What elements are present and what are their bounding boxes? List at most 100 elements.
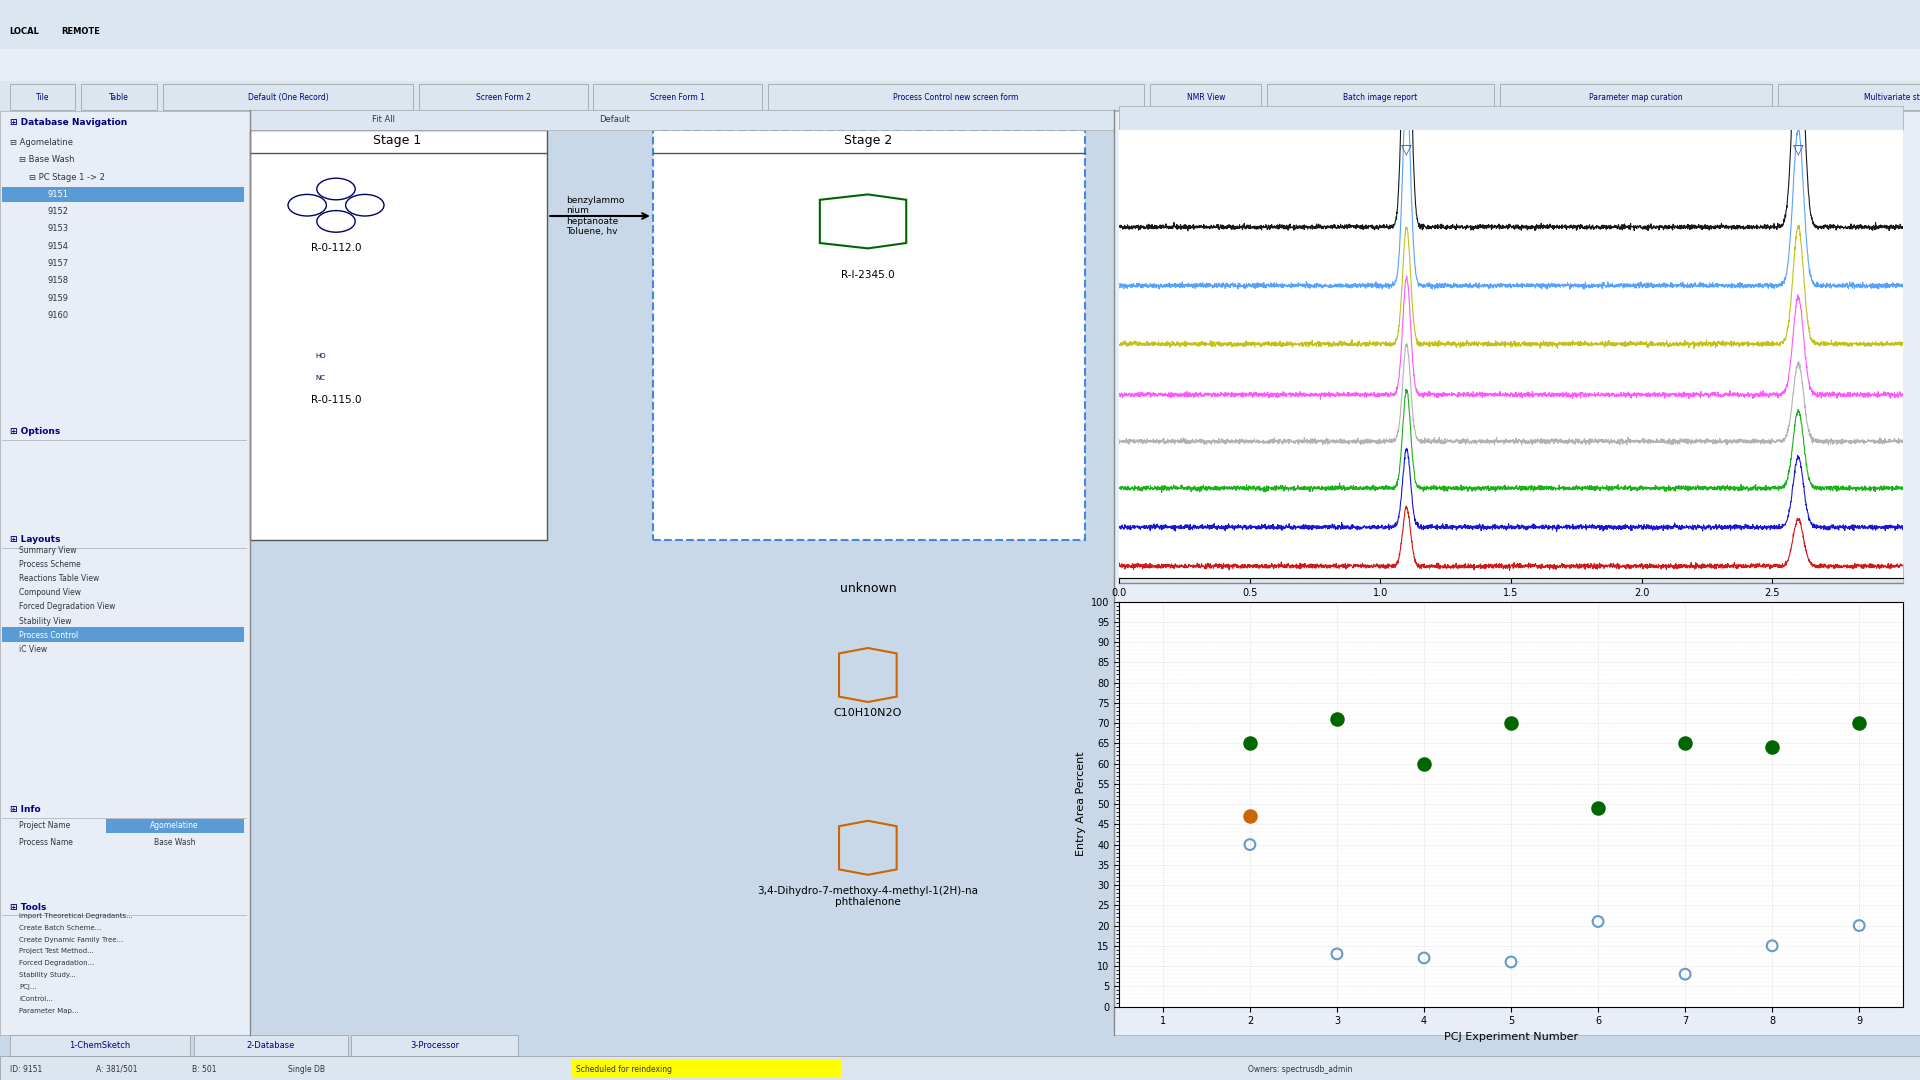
FancyBboxPatch shape	[1500, 84, 1772, 110]
Text: B: 501: B: 501	[192, 1065, 217, 1074]
Text: Stability Study...: Stability Study...	[19, 972, 77, 978]
Text: ⊞ Options: ⊞ Options	[10, 428, 60, 436]
Text: REMOTE: REMOTE	[61, 27, 100, 36]
Text: Summary View: Summary View	[19, 546, 77, 555]
FancyBboxPatch shape	[1119, 106, 1903, 130]
FancyBboxPatch shape	[1114, 111, 1920, 1035]
Text: unknown: unknown	[839, 582, 897, 595]
Text: 9152: 9152	[48, 207, 69, 216]
Text: R-0-112.0: R-0-112.0	[311, 243, 361, 254]
Text: Create Batch Scheme...: Create Batch Scheme...	[19, 924, 102, 931]
Point	[1670, 966, 1701, 983]
FancyBboxPatch shape	[10, 1035, 190, 1056]
Point	[1235, 836, 1265, 853]
Text: 3-Processor: 3-Processor	[411, 1041, 459, 1050]
FancyBboxPatch shape	[0, 49, 1920, 81]
Text: 9151: 9151	[48, 190, 69, 199]
Point	[1843, 715, 1874, 732]
FancyBboxPatch shape	[0, 111, 250, 1035]
Point	[1409, 755, 1440, 772]
FancyBboxPatch shape	[163, 84, 413, 110]
Text: Process Control: Process Control	[19, 631, 79, 639]
FancyBboxPatch shape	[351, 1035, 518, 1056]
Text: Tile: Tile	[35, 93, 50, 102]
Text: NMR View: NMR View	[1187, 93, 1225, 102]
Text: ⊟ Base Wash: ⊟ Base Wash	[19, 156, 75, 164]
Text: ⊞ Database Navigation: ⊞ Database Navigation	[10, 118, 127, 126]
FancyBboxPatch shape	[2, 187, 244, 202]
FancyBboxPatch shape	[0, 0, 1920, 49]
FancyBboxPatch shape	[1119, 564, 1903, 583]
X-axis label: Retention Time (min): Retention Time (min)	[1452, 603, 1571, 613]
Text: Project Name: Project Name	[19, 821, 71, 829]
Text: ⊞ Layouts: ⊞ Layouts	[10, 536, 60, 544]
FancyBboxPatch shape	[1267, 84, 1494, 110]
Point	[1235, 808, 1265, 825]
Text: LOCAL: LOCAL	[10, 27, 40, 36]
Text: Stage 1: Stage 1	[372, 134, 422, 147]
Text: HO: HO	[315, 353, 326, 360]
Text: Screen Form 1: Screen Form 1	[651, 93, 705, 102]
Text: Compound View: Compound View	[19, 589, 81, 597]
Point	[1235, 734, 1265, 752]
Text: 1-ChemSketch: 1-ChemSketch	[69, 1041, 131, 1050]
Point	[1496, 954, 1526, 971]
Text: ID: 9151: ID: 9151	[10, 1065, 42, 1074]
Text: Forced Degradation...: Forced Degradation...	[19, 960, 94, 967]
FancyBboxPatch shape	[250, 110, 1114, 130]
X-axis label: PCJ Experiment Number: PCJ Experiment Number	[1444, 1031, 1578, 1042]
Text: R-0-115.0: R-0-115.0	[311, 394, 361, 405]
Point	[1582, 799, 1613, 816]
Text: iC View: iC View	[19, 645, 48, 653]
Point	[1757, 937, 1788, 955]
FancyBboxPatch shape	[653, 130, 1085, 540]
Text: 9154: 9154	[48, 242, 69, 251]
FancyBboxPatch shape	[10, 84, 75, 110]
Text: Owners: spectrusdb_admin: Owners: spectrusdb_admin	[1248, 1065, 1352, 1074]
Y-axis label: Entry Area Percent: Entry Area Percent	[1075, 752, 1085, 856]
FancyBboxPatch shape	[2, 627, 244, 642]
Text: PCJ...: PCJ...	[19, 984, 36, 990]
Text: Stage 2: Stage 2	[843, 134, 893, 147]
FancyBboxPatch shape	[768, 84, 1144, 110]
FancyBboxPatch shape	[593, 84, 762, 110]
Text: Create Dynamic Family Tree...: Create Dynamic Family Tree...	[19, 936, 123, 943]
Text: benzylammo
nium
heptanoate
Toluene, hv: benzylammo nium heptanoate Toluene, hv	[566, 195, 624, 237]
Point	[1843, 917, 1874, 934]
Text: Agomelatine: Agomelatine	[150, 821, 200, 829]
Point	[1670, 734, 1701, 752]
Text: R-I-2345.0: R-I-2345.0	[841, 270, 895, 281]
Text: ⊟ Agomelatine: ⊟ Agomelatine	[10, 138, 73, 147]
Text: 9160: 9160	[48, 311, 69, 320]
Text: Parameter Map...: Parameter Map...	[19, 1008, 79, 1014]
Text: Process Name: Process Name	[19, 838, 73, 847]
FancyBboxPatch shape	[106, 819, 244, 833]
Text: ⊞ Tools: ⊞ Tools	[10, 903, 46, 912]
Text: Default: Default	[599, 116, 630, 124]
Text: Forced Degradation View: Forced Degradation View	[19, 603, 115, 611]
Text: ▽: ▽	[1402, 143, 1411, 157]
Text: Multivariate studies: Multivariate studies	[1864, 93, 1920, 102]
Text: 9159: 9159	[48, 294, 69, 302]
Text: 9157: 9157	[48, 259, 69, 268]
Text: Project Test Method...: Project Test Method...	[19, 948, 94, 955]
Text: 2-Database: 2-Database	[246, 1041, 296, 1050]
Text: 9153: 9153	[48, 225, 69, 233]
Point	[1409, 949, 1440, 967]
Text: ▽: ▽	[1793, 143, 1803, 157]
Text: Process Control new screen form: Process Control new screen form	[893, 93, 1020, 102]
FancyBboxPatch shape	[0, 81, 1920, 113]
Text: iControl...: iControl...	[19, 996, 54, 1002]
Text: Import Theoretical Degradants...: Import Theoretical Degradants...	[19, 913, 132, 919]
FancyBboxPatch shape	[0, 1056, 1920, 1080]
Text: Single DB: Single DB	[288, 1065, 324, 1074]
FancyBboxPatch shape	[194, 1035, 348, 1056]
Text: Batch image report: Batch image report	[1344, 93, 1417, 102]
Text: NC: NC	[315, 375, 326, 381]
Text: 9158: 9158	[48, 276, 69, 285]
FancyBboxPatch shape	[81, 84, 157, 110]
Point	[1321, 711, 1352, 728]
Point	[1757, 739, 1788, 756]
FancyBboxPatch shape	[250, 130, 547, 540]
Point	[1496, 715, 1526, 732]
